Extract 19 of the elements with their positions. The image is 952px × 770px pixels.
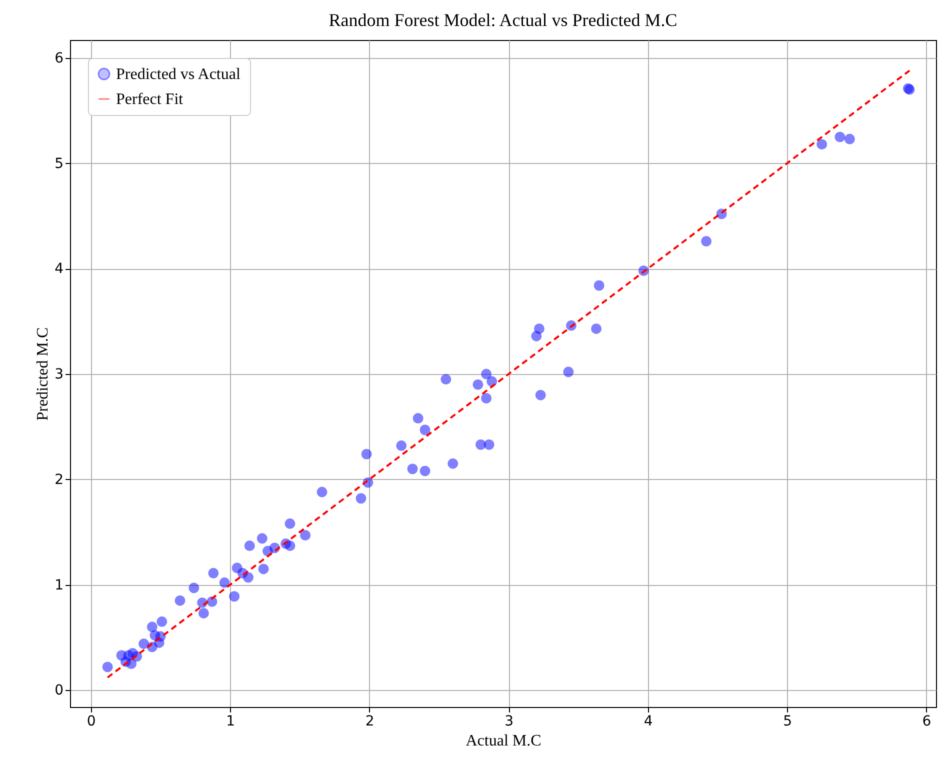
y-tick-label: 1 bbox=[54, 577, 64, 594]
y-tick-label: 3 bbox=[54, 366, 64, 383]
x-tick-label: 5 bbox=[783, 714, 792, 730]
x-tick-label: 1 bbox=[226, 714, 236, 730]
x-tick-label: 0 bbox=[86, 714, 96, 730]
y-axis-title: Predicted M.C bbox=[34, 327, 52, 421]
x-tick-label: 4 bbox=[644, 714, 653, 730]
x-tick-label: 3 bbox=[504, 714, 514, 730]
y-tick-label: 6 bbox=[54, 50, 64, 66]
x-axis-title: Actual M.C bbox=[466, 732, 542, 750]
chart-title: Random Forest Model: Actual vs Predicted M.C bbox=[328, 10, 678, 30]
x-tick-label: 6 bbox=[922, 714, 932, 730]
y-tick-label: 5 bbox=[54, 156, 64, 172]
y-tick-label: 2 bbox=[54, 472, 64, 488]
y-tick-label: 4 bbox=[54, 261, 64, 278]
x-tick-label: 2 bbox=[365, 714, 374, 730]
legend-label: Perfect Fit bbox=[116, 91, 184, 108]
legend-label: Predicted vs Actual bbox=[116, 66, 241, 83]
y-tick-label: 0 bbox=[54, 682, 64, 699]
